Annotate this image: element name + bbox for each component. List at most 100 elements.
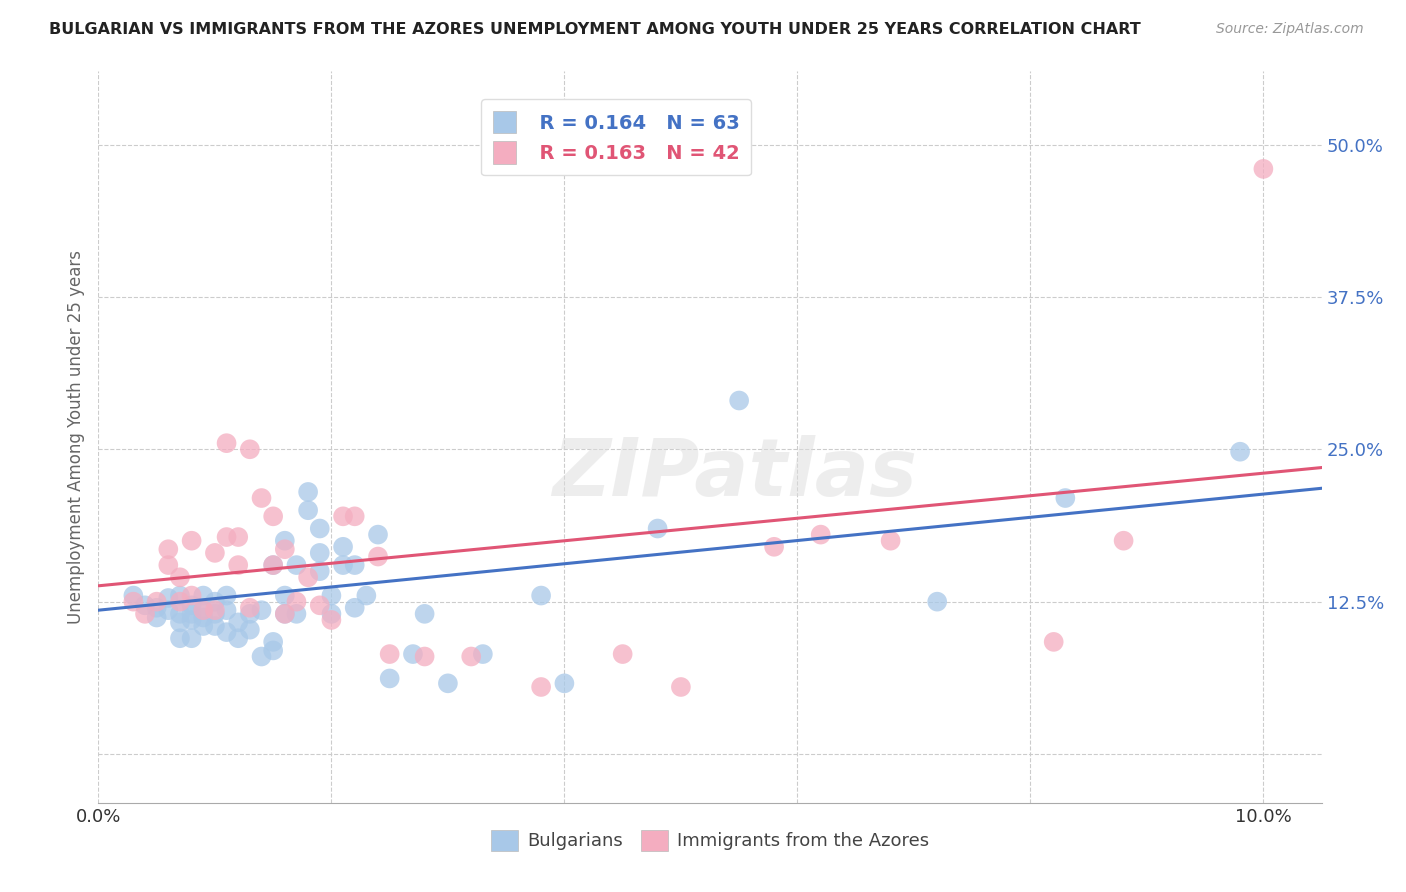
Point [308, 521, 330, 535]
Point [157, 542, 180, 557]
Point [239, 623, 262, 637]
Point [215, 603, 238, 617]
Text: ZIPatlas: ZIPatlas [553, 434, 917, 513]
Point [157, 591, 180, 605]
Point [180, 613, 202, 627]
Point [134, 599, 156, 613]
Point [204, 603, 226, 617]
Point [378, 672, 401, 686]
Point [180, 599, 202, 613]
Point [879, 533, 901, 548]
Point [343, 600, 366, 615]
Point [215, 530, 238, 544]
Point [367, 527, 389, 541]
Point [145, 610, 167, 624]
Point [157, 558, 180, 573]
Point [1054, 491, 1077, 505]
Point [193, 619, 215, 633]
Point [927, 594, 949, 608]
Point [250, 603, 273, 617]
Point [647, 521, 669, 535]
Point [728, 393, 751, 408]
Point [321, 613, 343, 627]
Point [250, 491, 273, 505]
Point [413, 649, 436, 664]
Point [193, 603, 215, 617]
Point [297, 570, 319, 584]
Point [262, 635, 284, 649]
Point [180, 607, 202, 621]
Point [1112, 533, 1135, 548]
Point [530, 680, 553, 694]
Point [169, 632, 191, 646]
Point [471, 647, 494, 661]
Point [810, 527, 832, 541]
Point [122, 594, 145, 608]
Point [226, 632, 249, 646]
Point [308, 564, 330, 578]
Point [308, 599, 330, 613]
Point [669, 680, 692, 694]
Point [204, 594, 226, 608]
Legend: Bulgarians, Immigrants from the Azores: Bulgarians, Immigrants from the Azores [482, 821, 938, 860]
Point [285, 594, 308, 608]
Point [215, 625, 238, 640]
Point [612, 647, 634, 661]
Point [193, 589, 215, 603]
Point [262, 558, 284, 573]
Point [332, 540, 354, 554]
Point [356, 589, 378, 603]
Point [460, 649, 482, 664]
Point [378, 647, 401, 661]
Point [226, 615, 249, 630]
Point [193, 603, 215, 617]
Point [274, 607, 297, 621]
Point [145, 594, 167, 608]
Point [239, 607, 262, 621]
Point [274, 542, 297, 557]
Point [297, 485, 319, 500]
Point [204, 546, 226, 560]
Point [413, 607, 436, 621]
Point [169, 594, 191, 608]
Point [145, 600, 167, 615]
Point [204, 607, 226, 621]
Point [285, 558, 308, 573]
Point [122, 589, 145, 603]
Point [226, 530, 249, 544]
Point [332, 509, 354, 524]
Point [1253, 161, 1275, 176]
Point [193, 610, 215, 624]
Point [402, 647, 425, 661]
Point [157, 603, 180, 617]
Text: Source: ZipAtlas.com: Source: ZipAtlas.com [1216, 22, 1364, 37]
Point [297, 503, 319, 517]
Point [262, 558, 284, 573]
Point [180, 589, 202, 603]
Point [204, 619, 226, 633]
Point [215, 436, 238, 450]
Point [169, 615, 191, 630]
Point [763, 540, 786, 554]
Point [239, 600, 262, 615]
Point [285, 607, 308, 621]
Point [308, 546, 330, 560]
Text: BULGARIAN VS IMMIGRANTS FROM THE AZORES UNEMPLOYMENT AMONG YOUTH UNDER 25 YEARS : BULGARIAN VS IMMIGRANTS FROM THE AZORES … [49, 22, 1140, 37]
Point [169, 607, 191, 621]
Point [215, 589, 238, 603]
Point [250, 649, 273, 664]
Point [343, 509, 366, 524]
Point [274, 589, 297, 603]
Point [180, 632, 202, 646]
Point [274, 607, 297, 621]
Point [437, 676, 460, 690]
Point [169, 589, 191, 603]
Point [321, 589, 343, 603]
Point [1042, 635, 1064, 649]
Point [134, 607, 156, 621]
Point [169, 570, 191, 584]
Point [321, 607, 343, 621]
Point [1229, 444, 1251, 458]
Point [367, 549, 389, 564]
Point [226, 558, 249, 573]
